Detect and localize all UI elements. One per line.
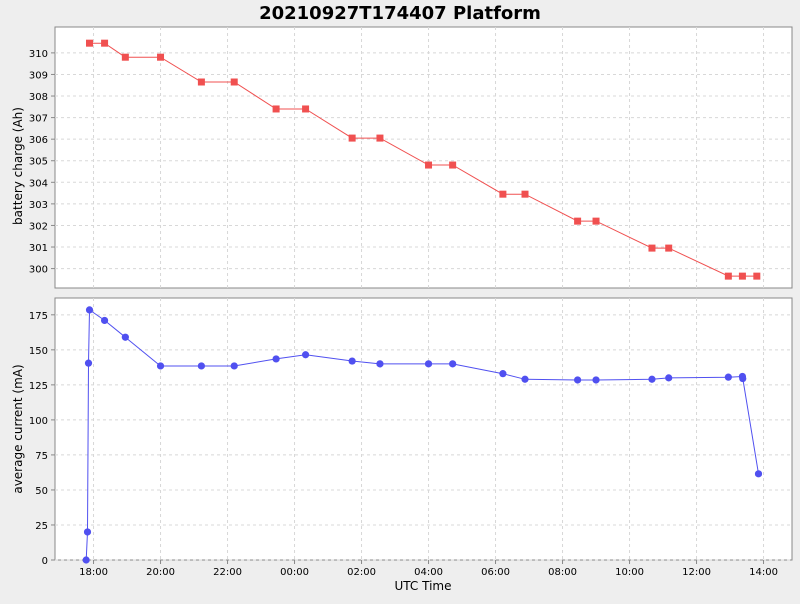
battery-y-tick-label-6: 306 <box>29 135 48 146</box>
current-plot-area <box>54 297 793 561</box>
x-tick-label-2: 22:00 <box>213 567 242 578</box>
current-series <box>82 306 763 564</box>
battery-point-5 <box>230 78 238 86</box>
current-point-5 <box>121 333 129 341</box>
battery-point-19 <box>738 272 746 280</box>
current-point-9 <box>272 355 280 363</box>
battery-y-tick-label-4: 304 <box>29 178 48 189</box>
battery-point-3 <box>157 53 165 61</box>
x-tick-label-8: 10:00 <box>615 567 644 578</box>
battery-y-ticks: 300 301 302 303 304 305 306 307 308 309 310 <box>29 49 55 276</box>
current-point-16 <box>521 375 529 383</box>
current-point-15 <box>499 370 507 378</box>
battery-plot-area <box>54 26 793 289</box>
current-y-tick-label-0: 0 <box>42 556 48 567</box>
current-point-21 <box>724 373 732 381</box>
battery-series <box>86 39 761 280</box>
current-y-tick-label-3: 75 <box>35 451 48 462</box>
battery-point-12 <box>499 190 507 198</box>
current-point-23 <box>739 374 747 383</box>
battery-point-7 <box>302 105 310 113</box>
battery-point-10 <box>425 161 433 169</box>
battery-point-4 <box>197 78 205 86</box>
current-point-12 <box>376 360 384 368</box>
current-point-11 <box>348 357 356 365</box>
current-point-3 <box>85 306 94 314</box>
x-tick-label-6: 06:00 <box>481 567 510 578</box>
x-tick-label-3: 00:00 <box>280 567 309 578</box>
x-tick-label-7: 08:00 <box>548 567 577 578</box>
x-axis-label: UTC Time <box>395 579 452 593</box>
battery-y-tick-label-3: 303 <box>29 200 48 211</box>
current-point-4 <box>100 316 109 325</box>
current-point-17 <box>574 376 582 384</box>
x-tick-label-4: 02:00 <box>347 567 376 578</box>
current-y-tick-label-2: 50 <box>35 486 48 497</box>
battery-point-9 <box>376 134 384 142</box>
current-point-20 <box>665 374 673 382</box>
current-y-tick-label-6: 150 <box>29 346 48 357</box>
current-point-24 <box>754 470 763 478</box>
battery-point-20 <box>753 272 761 280</box>
current-point-10 <box>301 351 310 359</box>
chart-title: 20210927T174407 Platform <box>259 3 541 24</box>
battery-y-tick-label-0: 300 <box>29 265 48 276</box>
current-y-tick-label-4: 100 <box>29 416 48 427</box>
x-axis-ticks: 18:00 20:00 22:00 00:00 02:00 04:00 06:00 08:00… <box>79 560 778 578</box>
battery-y-tick-label-7: 307 <box>29 114 48 125</box>
current-point-6 <box>156 362 165 370</box>
current-point-7 <box>197 362 205 370</box>
battery-point-6 <box>272 105 280 113</box>
battery-point-17 <box>665 244 673 252</box>
battery-y-tick-label-10: 310 <box>29 49 48 60</box>
battery-y-tick-label-1: 301 <box>29 243 48 254</box>
x-tick-label-1: 20:00 <box>146 567 175 578</box>
current-y-ticks: 0 25 50 75 100 125 150 175 <box>29 311 55 567</box>
battery-y-tick-label-9: 309 <box>29 70 48 81</box>
x-tick-label-9: 12:00 <box>682 567 711 578</box>
current-y-axis-label: average current (mA) <box>11 364 25 493</box>
battery-point-1 <box>101 39 109 47</box>
battery-point-18 <box>724 272 732 280</box>
x-tick-label-0: 18:00 <box>79 567 108 578</box>
battery-point-11 <box>449 161 457 169</box>
current-point-13 <box>424 360 433 368</box>
battery-gridlines <box>55 27 792 288</box>
current-point-8 <box>230 362 238 370</box>
current-point-18 <box>592 376 600 384</box>
x-tick-label-10: 14:00 <box>749 567 778 578</box>
current-y-tick-label-1: 25 <box>35 521 48 532</box>
battery-y-tick-label-8: 308 <box>29 92 48 103</box>
battery-point-8 <box>348 134 356 142</box>
battery-y-tick-label-5: 305 <box>29 157 48 168</box>
current-gridlines <box>55 298 792 561</box>
current-point-1 <box>83 528 92 536</box>
battery-y-axis-label: battery charge (Ah) <box>11 107 25 225</box>
battery-point-13 <box>521 190 529 198</box>
battery-point-14 <box>574 217 582 225</box>
current-point-2 <box>84 359 93 367</box>
battery-point-15 <box>592 217 600 225</box>
battery-point-0 <box>86 39 94 47</box>
x-tick-label-5: 04:00 <box>414 567 443 578</box>
current-y-tick-label-7: 175 <box>29 311 48 322</box>
battery-y-tick-label-2: 302 <box>29 221 48 232</box>
current-point-14 <box>449 360 457 368</box>
current-point-0 <box>82 556 90 564</box>
battery-point-16 <box>648 244 656 252</box>
current-point-19 <box>648 375 656 383</box>
battery-point-2 <box>121 53 129 61</box>
current-y-tick-label-5: 125 <box>29 381 48 392</box>
